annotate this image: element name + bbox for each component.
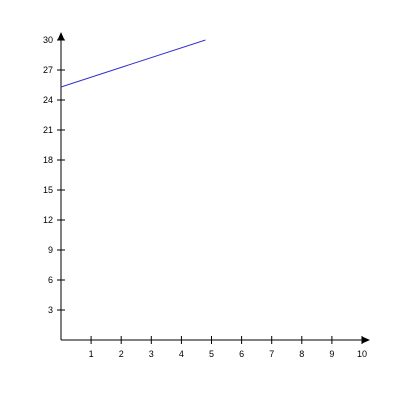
x-tick-label: 9: [329, 349, 334, 359]
y-axis-arrow: [57, 32, 65, 40]
x-tick-label: 6: [239, 349, 244, 359]
x-tick-label: 3: [149, 349, 154, 359]
x-ticks: 1 2 3 4 5 6 7 8 9 10: [89, 336, 367, 359]
x-tick-label: 8: [299, 349, 304, 359]
x-tick-label: 2: [119, 349, 124, 359]
x-tick-label: 1: [89, 349, 94, 359]
y-tick-label: 12: [43, 215, 53, 225]
series-line-1: [60, 39, 206, 88]
y-tick-label: 30: [43, 35, 53, 45]
x-tick-label: 4: [179, 349, 184, 359]
y-ticks: 3 6 9 12 15 18 21 24 27 30: [43, 35, 65, 315]
x-tick-label: 10: [357, 349, 367, 359]
axes: [57, 32, 370, 344]
series-group: [60, 39, 206, 88]
y-tick-label: 24: [43, 95, 53, 105]
y-tick-label: 27: [43, 65, 53, 75]
y-tick-label: 3: [48, 305, 53, 315]
y-tick-label: 15: [43, 185, 53, 195]
y-tick-label: 21: [43, 125, 53, 135]
x-axis-arrow: [362, 336, 370, 344]
y-tick-label: 18: [43, 155, 53, 165]
x-tick-label: 5: [209, 349, 214, 359]
x-tick-label: 7: [269, 349, 274, 359]
y-tick-label: 9: [48, 245, 53, 255]
y-tick-label: 6: [48, 275, 53, 285]
